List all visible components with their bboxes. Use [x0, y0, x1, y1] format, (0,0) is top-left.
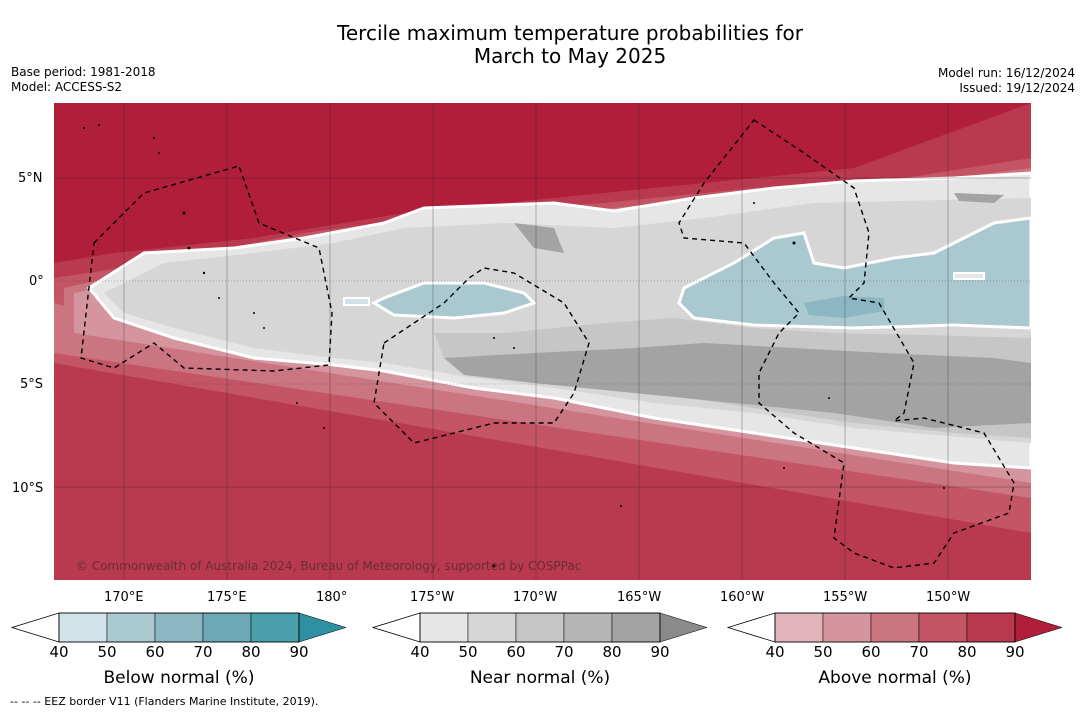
tick-above-70: 70 [909, 643, 929, 661]
lat-label-5s: 5°S [20, 377, 44, 392]
swatch-above-70 [918, 612, 968, 643]
tick-above-90: 90 [1005, 643, 1025, 661]
lat-label-10s: 10°S [12, 481, 44, 496]
tick-above-40: 40 [765, 643, 785, 661]
swatch-near-60 [515, 612, 565, 643]
swatch-above-40 [774, 612, 824, 643]
swatch-near-80 [611, 612, 661, 643]
colorbars [10, 612, 1063, 643]
colorbar-near-normal [371, 612, 708, 643]
tick-below-50: 50 [97, 643, 117, 661]
lon-label-170w: 170°W [513, 590, 558, 605]
swatch-below-60 [154, 612, 204, 643]
colorbar-title-below: Below normal (%) [103, 668, 255, 688]
tick-near-70: 70 [554, 643, 574, 661]
tick-below-90: 90 [289, 643, 309, 661]
lon-label-170e: 170°E [104, 590, 144, 605]
colorbar-above-normal [726, 612, 1063, 643]
tick-near-60: 60 [506, 643, 526, 661]
lon-label-180: 180° [316, 590, 348, 605]
title-line-1: Tercile maximum temperature probabilitie… [337, 21, 803, 45]
tick-near-40: 40 [410, 643, 430, 661]
tick-below-60: 60 [145, 643, 165, 661]
swatch-below-80 [250, 612, 300, 643]
lon-label-175e: 175°E [207, 590, 247, 605]
lat-label-5n: 5°N [18, 171, 43, 186]
base-period: Base period: 1981-2018 [11, 65, 156, 79]
swatch-above-80 [966, 612, 1016, 643]
map-title: Tercile maximum temperature probabilitie… [0, 22, 1085, 68]
swatch-below-40 [58, 612, 108, 643]
model-name: Model: ACCESS-S2 [11, 80, 123, 94]
lon-label-155w: 155°W [823, 590, 868, 605]
colorbar-ticks: 40 50 60 70 80 90 40 50 60 70 80 90 40 5… [0, 643, 1085, 663]
lon-label-150w: 150°W [926, 590, 971, 605]
tick-near-80: 80 [602, 643, 622, 661]
tick-below-70: 70 [193, 643, 213, 661]
swatch-above-90 [1014, 612, 1063, 643]
swatch-below-70 [202, 612, 252, 643]
swatch-near-70 [563, 612, 613, 643]
tick-above-50: 50 [813, 643, 833, 661]
probability-map: © Commonwealth of Australia 2024, Bureau… [54, 103, 1031, 580]
swatch-near-40 [419, 612, 469, 643]
swatch-below-90 [298, 612, 347, 643]
meta-left: Base period: 1981-2018 Model: ACCESS-S2 [11, 65, 156, 95]
lon-label-160w: 160°W [720, 590, 765, 605]
model-run: Model run: 16/12/2024 [937, 66, 1075, 80]
lon-label-175w: 175°W [410, 590, 455, 605]
issued-date: Issued: 19/12/2024 [959, 81, 1075, 95]
meta-right: Model run: 16/12/2024 Issued: 19/12/2024 [938, 66, 1075, 96]
tick-below-80: 80 [241, 643, 261, 661]
tick-above-60: 60 [861, 643, 881, 661]
colorbar-below-normal [10, 612, 347, 643]
swatch-near-50 [467, 612, 517, 643]
swatch-above-50 [822, 612, 872, 643]
swatch-near-90 [659, 612, 708, 643]
copyright-text: © Commonwealth of Australia 2024, Bureau… [76, 559, 581, 573]
tick-near-90: 90 [650, 643, 670, 661]
eez-footnote: -- -- -- EEZ border V11 (Flanders Marine… [10, 695, 319, 708]
tick-below-40: 40 [49, 643, 69, 661]
colorbar-title-above: Above normal (%) [818, 668, 972, 688]
lat-label-0: 0° [29, 274, 44, 289]
title-line-2: March to May 2025 [473, 44, 667, 68]
colorbar-title-near: Near normal (%) [469, 668, 611, 688]
swatch-below-50 [106, 612, 156, 643]
tick-near-50: 50 [458, 643, 478, 661]
lon-label-165w: 165°W [617, 590, 662, 605]
swatch-above-60 [870, 612, 920, 643]
tick-above-80: 80 [957, 643, 977, 661]
